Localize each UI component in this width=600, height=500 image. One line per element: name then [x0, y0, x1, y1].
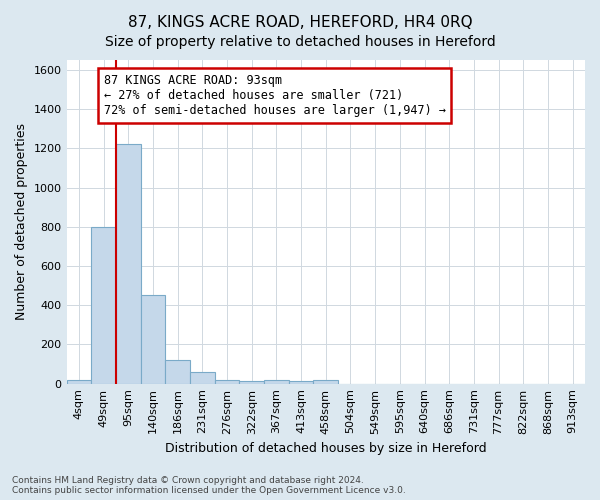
Bar: [91, 226, 116, 384]
Text: 87, KINGS ACRE ROAD, HEREFORD, HR4 0RQ: 87, KINGS ACRE ROAD, HEREFORD, HR4 0RQ: [128, 15, 472, 30]
Text: 87 KINGS ACRE ROAD: 93sqm
← 27% of detached houses are smaller (721)
72% of semi: 87 KINGS ACRE ROAD: 93sqm ← 27% of detac…: [104, 74, 446, 116]
Bar: [165, 360, 190, 384]
Bar: [116, 144, 140, 384]
Bar: [140, 296, 165, 384]
Text: Contains HM Land Registry data © Crown copyright and database right 2024.
Contai: Contains HM Land Registry data © Crown c…: [12, 476, 406, 495]
Text: Size of property relative to detached houses in Hereford: Size of property relative to detached ho…: [104, 35, 496, 49]
Bar: [313, 380, 338, 384]
Bar: [264, 380, 289, 384]
Bar: [239, 380, 264, 384]
X-axis label: Distribution of detached houses by size in Hereford: Distribution of detached houses by size …: [165, 442, 487, 455]
Bar: [215, 380, 239, 384]
Bar: [67, 380, 91, 384]
Bar: [190, 372, 215, 384]
Y-axis label: Number of detached properties: Number of detached properties: [15, 124, 28, 320]
Bar: [289, 380, 313, 384]
